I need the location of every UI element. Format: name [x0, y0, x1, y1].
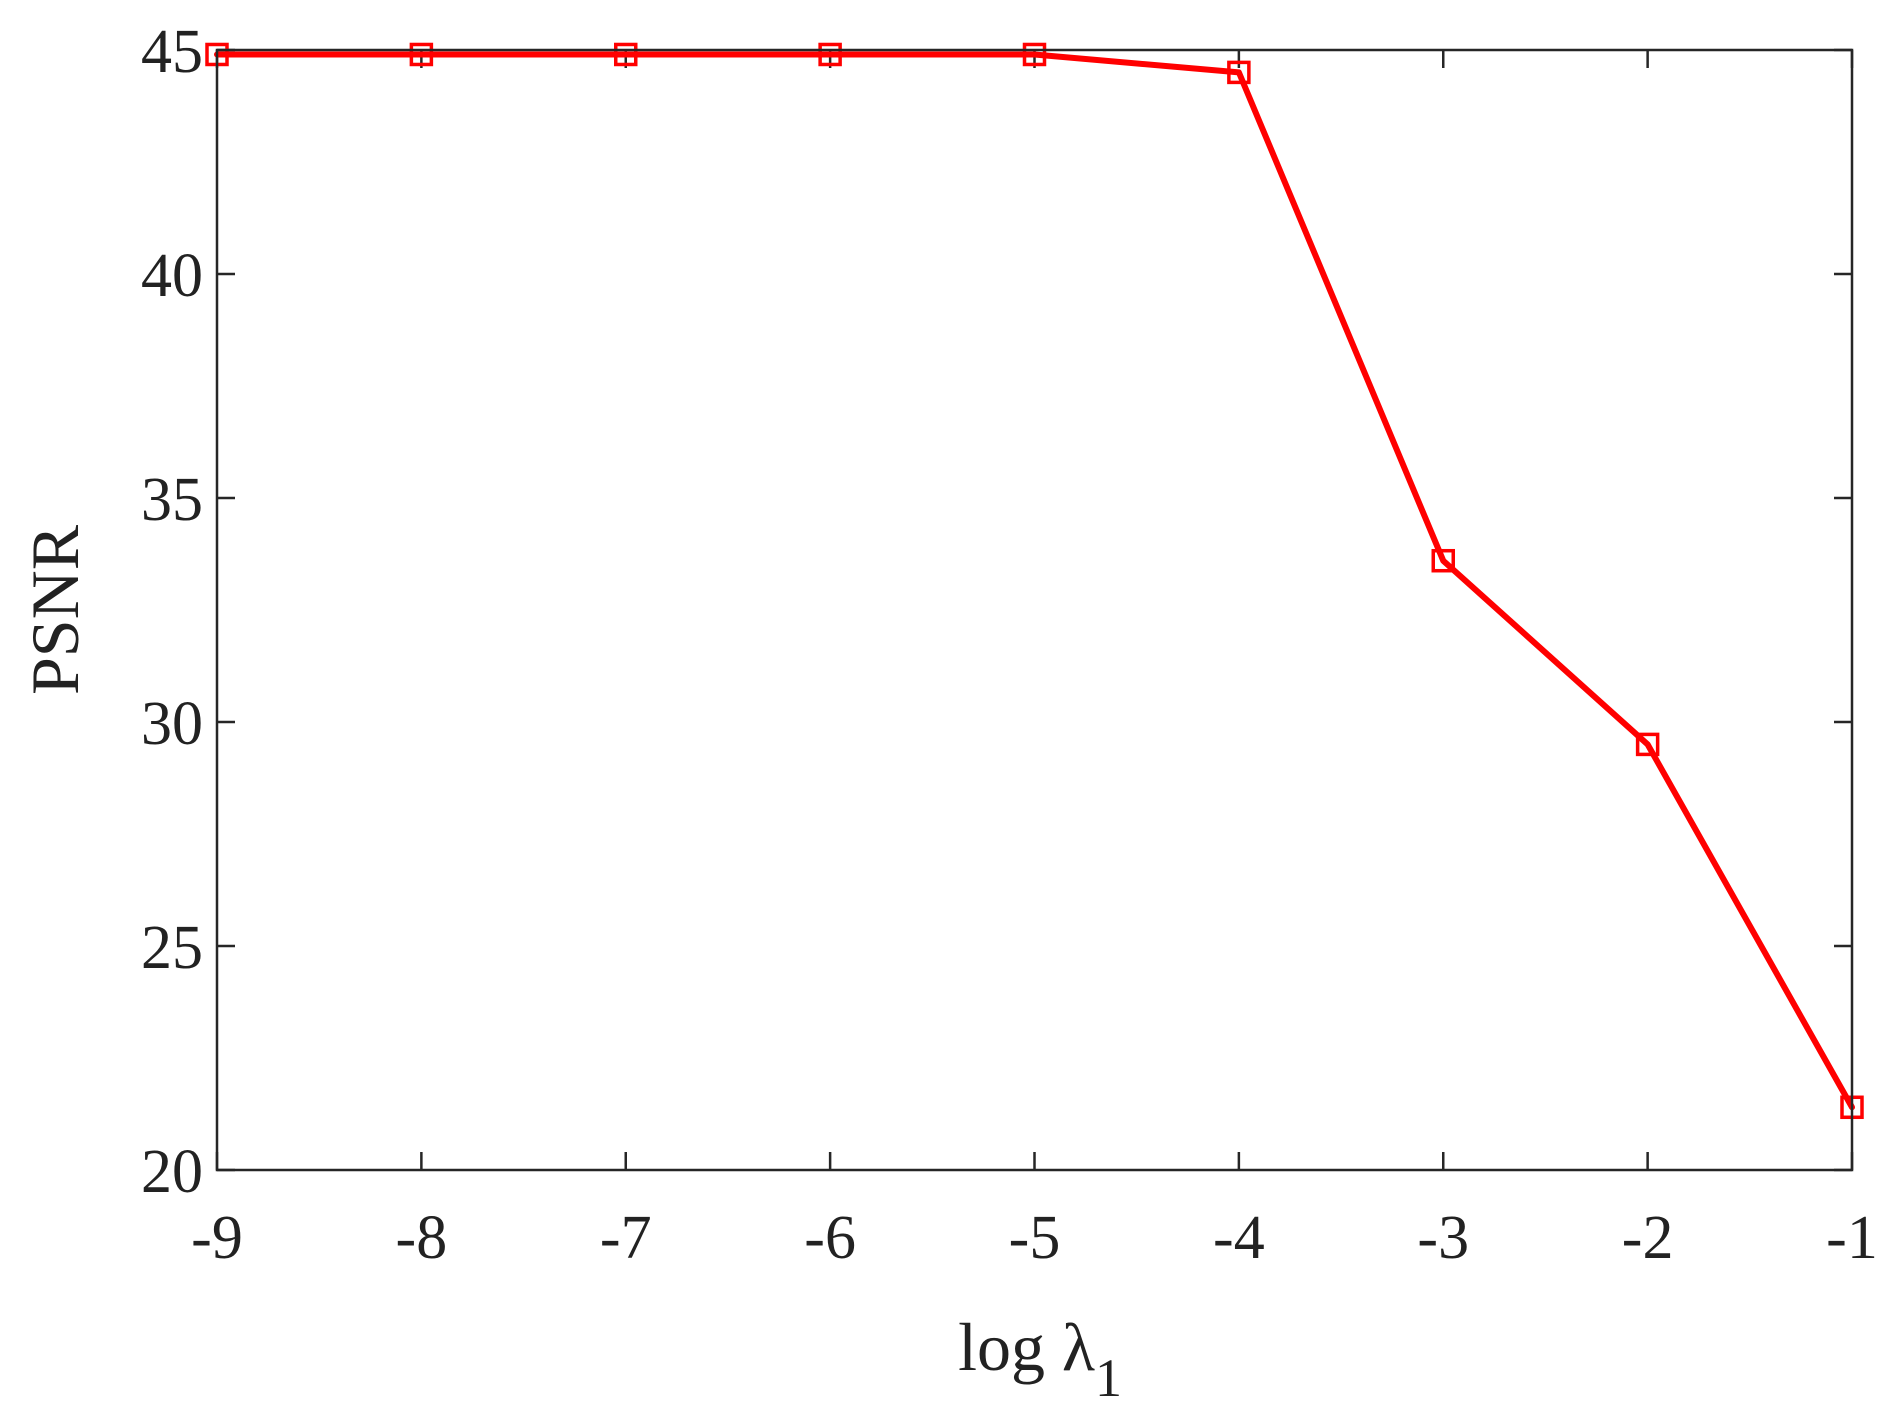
y-tick-label: 25 — [141, 914, 203, 982]
data-point-marker — [1022, 42, 1047, 67]
data-point-marker — [818, 42, 842, 67]
plot-area — [217, 50, 1852, 1170]
x-axis-label-main: log λ — [958, 1309, 1095, 1385]
y-axis-label: PSNR — [17, 524, 93, 695]
data-point-marker — [614, 42, 638, 67]
y-tick-label: 35 — [141, 466, 203, 534]
x-tick-label: -5 — [1009, 1204, 1061, 1272]
x-axis-label: log λ1 — [958, 1309, 1122, 1408]
data-point-marker — [1635, 732, 1660, 757]
data-point-marker — [1431, 548, 1455, 573]
x-tick-label: -2 — [1622, 1204, 1674, 1272]
y-tick-label: 20 — [141, 1138, 203, 1206]
x-axis-ticks: -9 -8 -7 -6 -5 -4 -3 -2 -1 — [191, 50, 1878, 1272]
x-tick-label: -9 — [191, 1204, 243, 1272]
x-tick-label: -7 — [600, 1204, 652, 1272]
y-tick-label: 40 — [141, 242, 203, 310]
data-point-marker — [1227, 60, 1251, 85]
y-tick-label: 45 — [141, 18, 203, 86]
x-tick-label: -3 — [1417, 1204, 1469, 1272]
x-tick-label: -4 — [1213, 1204, 1265, 1272]
series-line — [214, 51, 1855, 1111]
x-axis-label-subscript: 1 — [1095, 1348, 1122, 1408]
x-tick-label: -6 — [804, 1204, 856, 1272]
y-tick-label: 30 — [141, 690, 203, 758]
axes-box — [215, 48, 1854, 1172]
y-axis-ticks: 20 25 30 35 40 45 — [141, 18, 1852, 1206]
x-tick-label: -1 — [1826, 1204, 1878, 1272]
data-point-marker — [409, 42, 434, 67]
x-tick-label: -8 — [396, 1204, 448, 1272]
